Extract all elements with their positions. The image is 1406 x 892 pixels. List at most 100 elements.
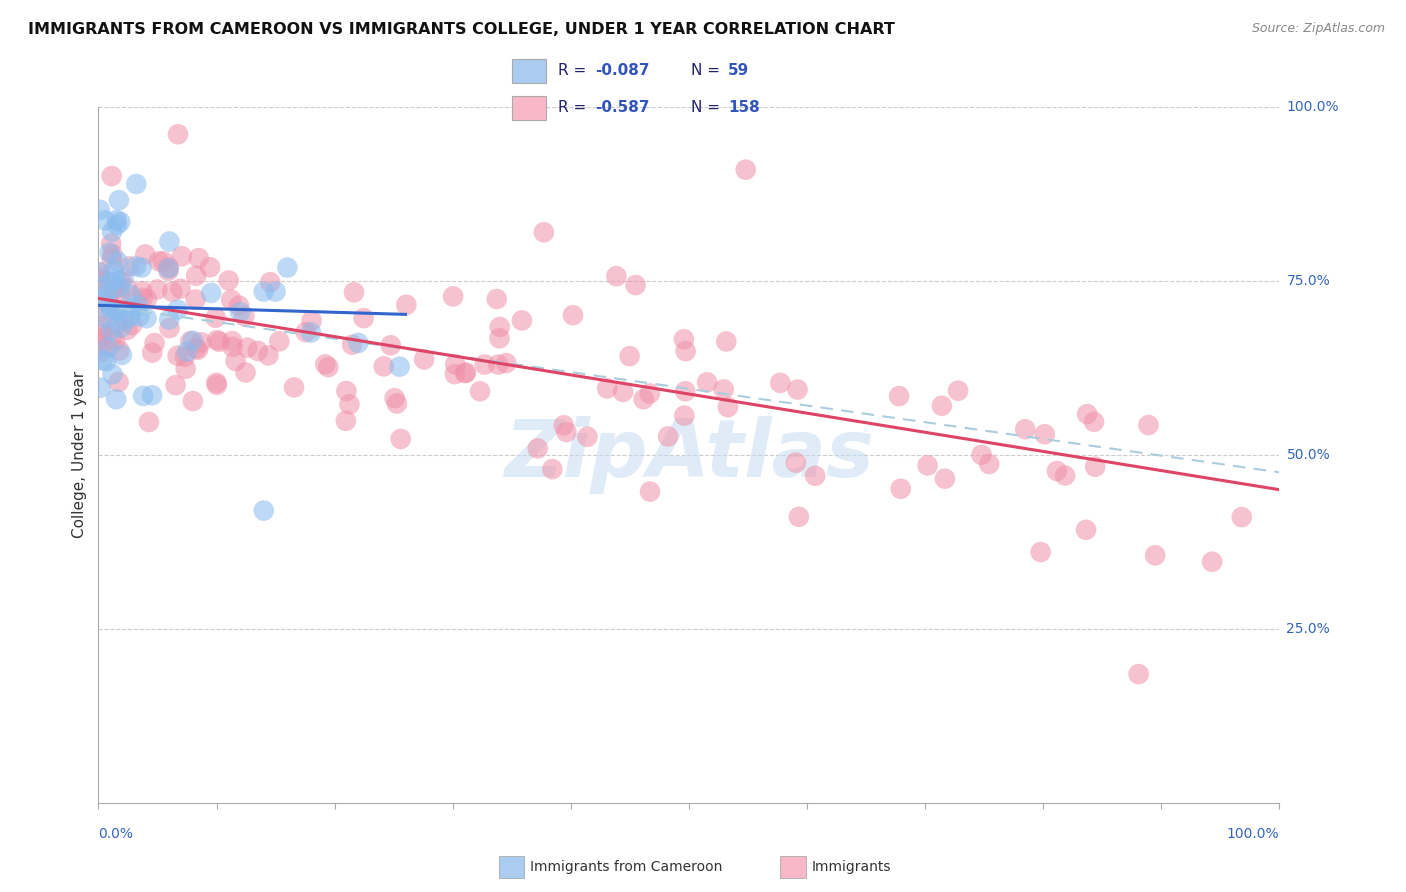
Text: 0.0%: 0.0%	[98, 827, 134, 841]
Point	[219, 293, 242, 307]
Point	[713, 383, 735, 397]
Point	[97, 286, 120, 301]
Point	[1076, 407, 1098, 421]
Point	[264, 285, 287, 299]
Point	[110, 215, 132, 229]
Point	[89, 273, 111, 287]
Point	[526, 442, 548, 456]
Point	[769, 376, 792, 390]
Text: 59: 59	[728, 63, 749, 78]
Point	[89, 270, 111, 285]
Bar	[512, 59, 546, 83]
Point	[103, 282, 125, 296]
Text: Source: ZipAtlas.com: Source: ZipAtlas.com	[1251, 22, 1385, 36]
Point	[205, 376, 228, 390]
Point	[454, 366, 477, 380]
Text: ZipAtlas: ZipAtlas	[503, 416, 875, 494]
Point	[555, 425, 578, 439]
Point	[283, 380, 305, 394]
Point	[339, 397, 361, 411]
Point	[110, 320, 132, 334]
Point	[121, 318, 143, 332]
Point	[510, 313, 533, 327]
Point	[186, 342, 208, 356]
Point	[717, 400, 740, 414]
Point	[205, 377, 228, 392]
Point	[474, 358, 496, 372]
Point	[488, 331, 510, 345]
Point	[167, 128, 190, 142]
Point	[413, 352, 436, 367]
Point	[1014, 422, 1036, 436]
Point	[204, 310, 226, 325]
Text: Immigrants: Immigrants	[811, 860, 891, 874]
Point	[108, 343, 131, 358]
Point	[98, 245, 121, 260]
Bar	[512, 95, 546, 120]
Point	[143, 336, 166, 351]
Point	[166, 349, 188, 363]
Point	[1128, 667, 1150, 681]
Point	[125, 177, 148, 191]
Text: 50.0%: 50.0%	[1286, 448, 1330, 462]
Point	[111, 348, 134, 362]
Point	[101, 252, 124, 267]
Point	[1083, 415, 1105, 429]
Point	[128, 310, 150, 324]
Point	[89, 265, 111, 279]
Point	[105, 213, 128, 227]
Point	[1029, 545, 1052, 559]
Point	[259, 275, 281, 289]
Point	[90, 279, 112, 293]
Point	[91, 353, 114, 368]
Point	[1054, 468, 1077, 483]
Point	[1084, 459, 1107, 474]
Point	[917, 458, 939, 473]
Point	[934, 472, 956, 486]
Point	[186, 268, 208, 283]
Point	[125, 260, 148, 274]
Point	[389, 432, 412, 446]
Point	[100, 323, 122, 337]
Point	[165, 378, 187, 392]
Point	[1046, 464, 1069, 478]
Point	[181, 334, 204, 348]
Point	[115, 281, 138, 295]
Point	[787, 509, 810, 524]
Point	[107, 375, 129, 389]
Point	[562, 308, 585, 322]
Point	[101, 275, 124, 289]
Point	[105, 302, 128, 317]
Point	[90, 381, 112, 395]
Point	[314, 358, 336, 372]
Point	[576, 430, 599, 444]
Point	[1230, 510, 1253, 524]
Point	[190, 335, 212, 350]
Point	[1074, 523, 1097, 537]
Point	[1033, 427, 1056, 442]
Point	[228, 299, 250, 313]
Point	[444, 358, 467, 372]
Point	[340, 337, 363, 351]
Point	[108, 279, 131, 293]
Point	[619, 349, 641, 363]
Point	[94, 311, 117, 326]
Point	[107, 304, 129, 318]
Point	[105, 392, 128, 407]
Point	[488, 320, 510, 334]
Point	[101, 247, 124, 261]
Point	[380, 338, 402, 352]
Point	[101, 329, 124, 343]
Point	[141, 345, 163, 359]
Point	[385, 396, 408, 410]
Point	[890, 482, 912, 496]
Point	[221, 334, 243, 348]
Point	[294, 325, 316, 339]
Point	[110, 287, 132, 301]
Point	[152, 254, 174, 268]
Point	[638, 484, 661, 499]
Y-axis label: College, Under 1 year: College, Under 1 year	[72, 371, 87, 539]
Point	[454, 366, 477, 380]
Point	[253, 285, 276, 299]
Point	[205, 333, 228, 347]
